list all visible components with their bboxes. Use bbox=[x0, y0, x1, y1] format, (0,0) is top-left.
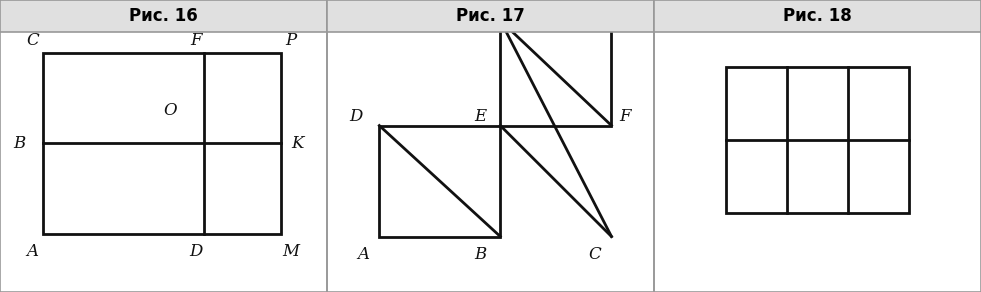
Text: E: E bbox=[475, 108, 487, 125]
Bar bbox=[500, 20, 611, 126]
Bar bbox=[654, 0, 981, 32]
Text: C: C bbox=[589, 246, 601, 263]
Text: F: F bbox=[190, 32, 202, 49]
Bar bbox=[327, 0, 654, 32]
Text: F: F bbox=[619, 108, 631, 125]
Text: A: A bbox=[26, 243, 38, 260]
Bar bbox=[380, 126, 500, 237]
Text: K: K bbox=[475, 3, 487, 20]
Text: K: K bbox=[291, 135, 304, 152]
Text: O: O bbox=[163, 102, 177, 119]
Text: B: B bbox=[14, 135, 26, 152]
Text: D: D bbox=[189, 243, 203, 260]
Bar bbox=[726, 67, 909, 213]
Text: B: B bbox=[475, 246, 487, 263]
Text: D: D bbox=[350, 108, 363, 125]
Text: C: C bbox=[26, 32, 39, 49]
Text: P: P bbox=[285, 32, 296, 49]
Bar bbox=[0, 0, 327, 32]
Text: Рис. 17: Рис. 17 bbox=[456, 7, 525, 25]
Text: Рис. 16: Рис. 16 bbox=[129, 7, 198, 25]
Text: M: M bbox=[283, 243, 299, 260]
Text: M: M bbox=[587, 3, 603, 20]
Text: Рис. 18: Рис. 18 bbox=[783, 7, 852, 25]
Text: A: A bbox=[357, 246, 369, 263]
Bar bbox=[42, 53, 282, 234]
